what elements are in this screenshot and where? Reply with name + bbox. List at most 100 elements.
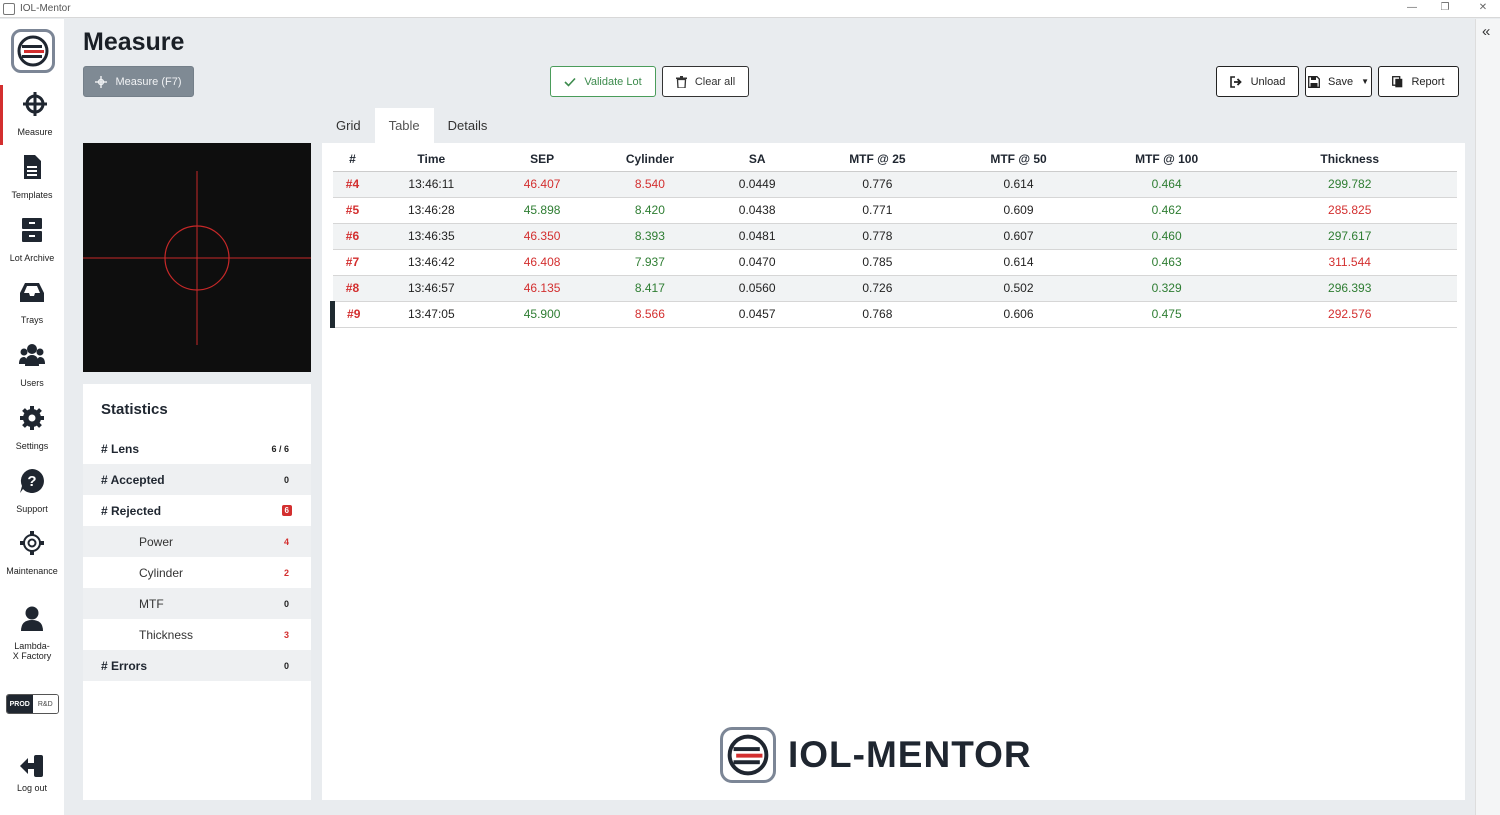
close-button[interactable]: ✕ xyxy=(1478,2,1488,13)
table-row[interactable]: #8 13:46:57 46.135 8.417 0.0560 0.726 0.… xyxy=(332,275,1457,302)
table-cell: #6 xyxy=(332,223,373,250)
validate-lot-button[interactable]: Validate Lot xyxy=(550,66,656,97)
sidebar-item-label: Trays xyxy=(20,315,44,325)
sidebar-item-settings[interactable]: Settings xyxy=(0,399,64,459)
stat-value: 0 xyxy=(283,474,289,485)
table-cell: 0.462 xyxy=(1090,197,1243,224)
measure-button-label: Measure (F7) xyxy=(115,75,182,88)
table-cell: 0.768 xyxy=(808,301,947,328)
table-panel: # Time SEP Cylinder SA MTF @ 25 MTF @ 50… xyxy=(322,143,1465,800)
env-prod-option[interactable]: PROD xyxy=(7,695,33,713)
brand-logo-icon xyxy=(720,727,776,783)
restore-button[interactable]: ❐ xyxy=(1440,2,1450,13)
sidebar-item-label: Support xyxy=(16,504,48,514)
table-cell: 0.0560 xyxy=(705,275,809,302)
table-row[interactable]: #5 13:46:28 45.898 8.420 0.0438 0.771 0.… xyxy=(332,197,1457,224)
sidebar-item-support[interactable]: ? Support xyxy=(0,462,64,522)
environment-toggle[interactable]: PROD R&D xyxy=(6,694,59,714)
stat-label: # Errors xyxy=(101,658,148,673)
logout-label: Log out xyxy=(16,783,48,793)
table-cell: 13:46:35 xyxy=(372,223,491,250)
stat-value: 4 xyxy=(283,536,289,547)
table-cell: 299.782 xyxy=(1242,171,1457,198)
table-cell: 292.576 xyxy=(1242,301,1457,328)
sign-out-icon xyxy=(1229,75,1242,88)
table-cell: 45.900 xyxy=(490,301,594,328)
caret-down-icon: ▼ xyxy=(1361,77,1369,86)
env-rd-option[interactable]: R&D xyxy=(32,695,58,713)
crosshair-icon xyxy=(95,75,108,88)
table-cell: 0.0457 xyxy=(705,301,809,328)
unload-button[interactable]: Unload xyxy=(1216,66,1299,97)
sidebar-item-users[interactable]: Users xyxy=(0,336,64,396)
stat-value: 0 xyxy=(283,660,289,671)
table-cell: #7 xyxy=(332,249,373,276)
stat-row-cylinder: Cylinder 2 xyxy=(83,557,311,588)
stat-label: Power xyxy=(139,534,174,549)
sidebar-item-trays[interactable]: Trays xyxy=(0,273,64,333)
column-header[interactable]: # xyxy=(332,147,373,172)
table-cell: 0.502 xyxy=(946,275,1091,302)
column-header[interactable]: MTF @ 100 xyxy=(1090,147,1243,172)
stat-label: MTF xyxy=(139,596,164,611)
table-cell: 8.417 xyxy=(593,275,706,302)
sidebar-item-label: Users xyxy=(20,378,44,388)
measurement-table: # Time SEP Cylinder SA MTF @ 25 MTF @ 50… xyxy=(330,147,1457,328)
sidebar-item-templates[interactable]: Templates xyxy=(0,148,64,208)
table-cell: 46.407 xyxy=(490,171,594,198)
table-cell: 13:46:11 xyxy=(372,171,491,198)
table-cell: 0.776 xyxy=(808,171,947,198)
sidebar-item-label: Settings xyxy=(15,441,49,451)
table-row-selected[interactable]: #9 13:47:05 45.900 8.566 0.0457 0.768 0.… xyxy=(330,301,1457,328)
sidebar-item-user-profile[interactable]: Lambda-X Factory xyxy=(0,599,64,669)
column-header[interactable]: MTF @ 50 xyxy=(946,147,1091,172)
tab-grid[interactable]: Grid xyxy=(336,118,361,133)
column-header[interactable]: SA xyxy=(705,147,809,172)
document-icon xyxy=(24,155,41,179)
users-icon xyxy=(19,344,45,366)
table-cell: 285.825 xyxy=(1242,197,1457,224)
validate-lot-label: Validate Lot xyxy=(584,75,642,88)
brand-wordmark: IOL-MENTOR xyxy=(788,734,1032,775)
stat-value: 3 xyxy=(283,629,289,640)
sidebar-item-measure[interactable]: Measure xyxy=(0,85,64,145)
table-row[interactable]: #4 13:46:11 46.407 8.540 0.0449 0.776 0.… xyxy=(332,171,1457,198)
table-cell: 0.614 xyxy=(946,171,1091,198)
tab-table[interactable]: Table xyxy=(374,108,434,143)
table-row[interactable]: #7 13:46:42 46.408 7.937 0.0470 0.785 0.… xyxy=(332,249,1457,276)
logout-button[interactable]: Log out xyxy=(0,747,64,807)
table-cell: 46.350 xyxy=(490,223,594,250)
column-header[interactable]: SEP xyxy=(490,147,594,172)
report-button[interactable]: Report xyxy=(1378,66,1459,97)
column-header[interactable]: MTF @ 25 xyxy=(808,147,947,172)
stat-label: # Lens xyxy=(101,441,140,456)
report-label: Report xyxy=(1411,75,1445,88)
sidebar-item-label: Measure xyxy=(17,127,53,137)
save-dropdown-button[interactable]: Save ▼ xyxy=(1305,66,1372,97)
sidebar-item-label: Maintenance xyxy=(6,566,58,576)
clear-all-button[interactable]: Clear all xyxy=(662,66,749,97)
tab-details[interactable]: Details xyxy=(447,118,488,133)
minimize-button[interactable]: — xyxy=(1407,2,1417,13)
brand-logo-lockup: IOL-MENTOR xyxy=(720,727,1032,783)
sidebar-item-label: Lambda-X Factory xyxy=(12,641,52,661)
table-cell: 45.898 xyxy=(490,197,594,224)
table-cell: 0.329 xyxy=(1090,275,1243,302)
stat-label: # Rejected xyxy=(101,503,162,518)
collapse-icon[interactable]: « xyxy=(1482,23,1491,40)
measure-button[interactable]: Measure (F7) xyxy=(83,66,194,97)
window-titlebar: IOL-Mentor — ❐ ✕ xyxy=(0,0,1500,18)
stat-label: Cylinder xyxy=(139,565,184,580)
column-header[interactable]: Cylinder xyxy=(593,147,706,172)
window-title: IOL-Mentor xyxy=(20,3,71,14)
floppy-icon xyxy=(1308,75,1320,88)
table-cell: 0.0470 xyxy=(705,249,809,276)
table-cell: 7.937 xyxy=(593,249,706,276)
table-cell: #4 xyxy=(332,171,373,198)
app-icon xyxy=(3,3,15,15)
column-header[interactable]: Thickness xyxy=(1242,147,1457,172)
sidebar-item-maintenance[interactable]: Maintenance xyxy=(0,524,64,584)
sidebar-item-lot-archive[interactable]: Lot Archive xyxy=(0,211,64,271)
column-header[interactable]: Time xyxy=(372,147,491,172)
table-row[interactable]: #6 13:46:35 46.350 8.393 0.0481 0.778 0.… xyxy=(332,223,1457,250)
